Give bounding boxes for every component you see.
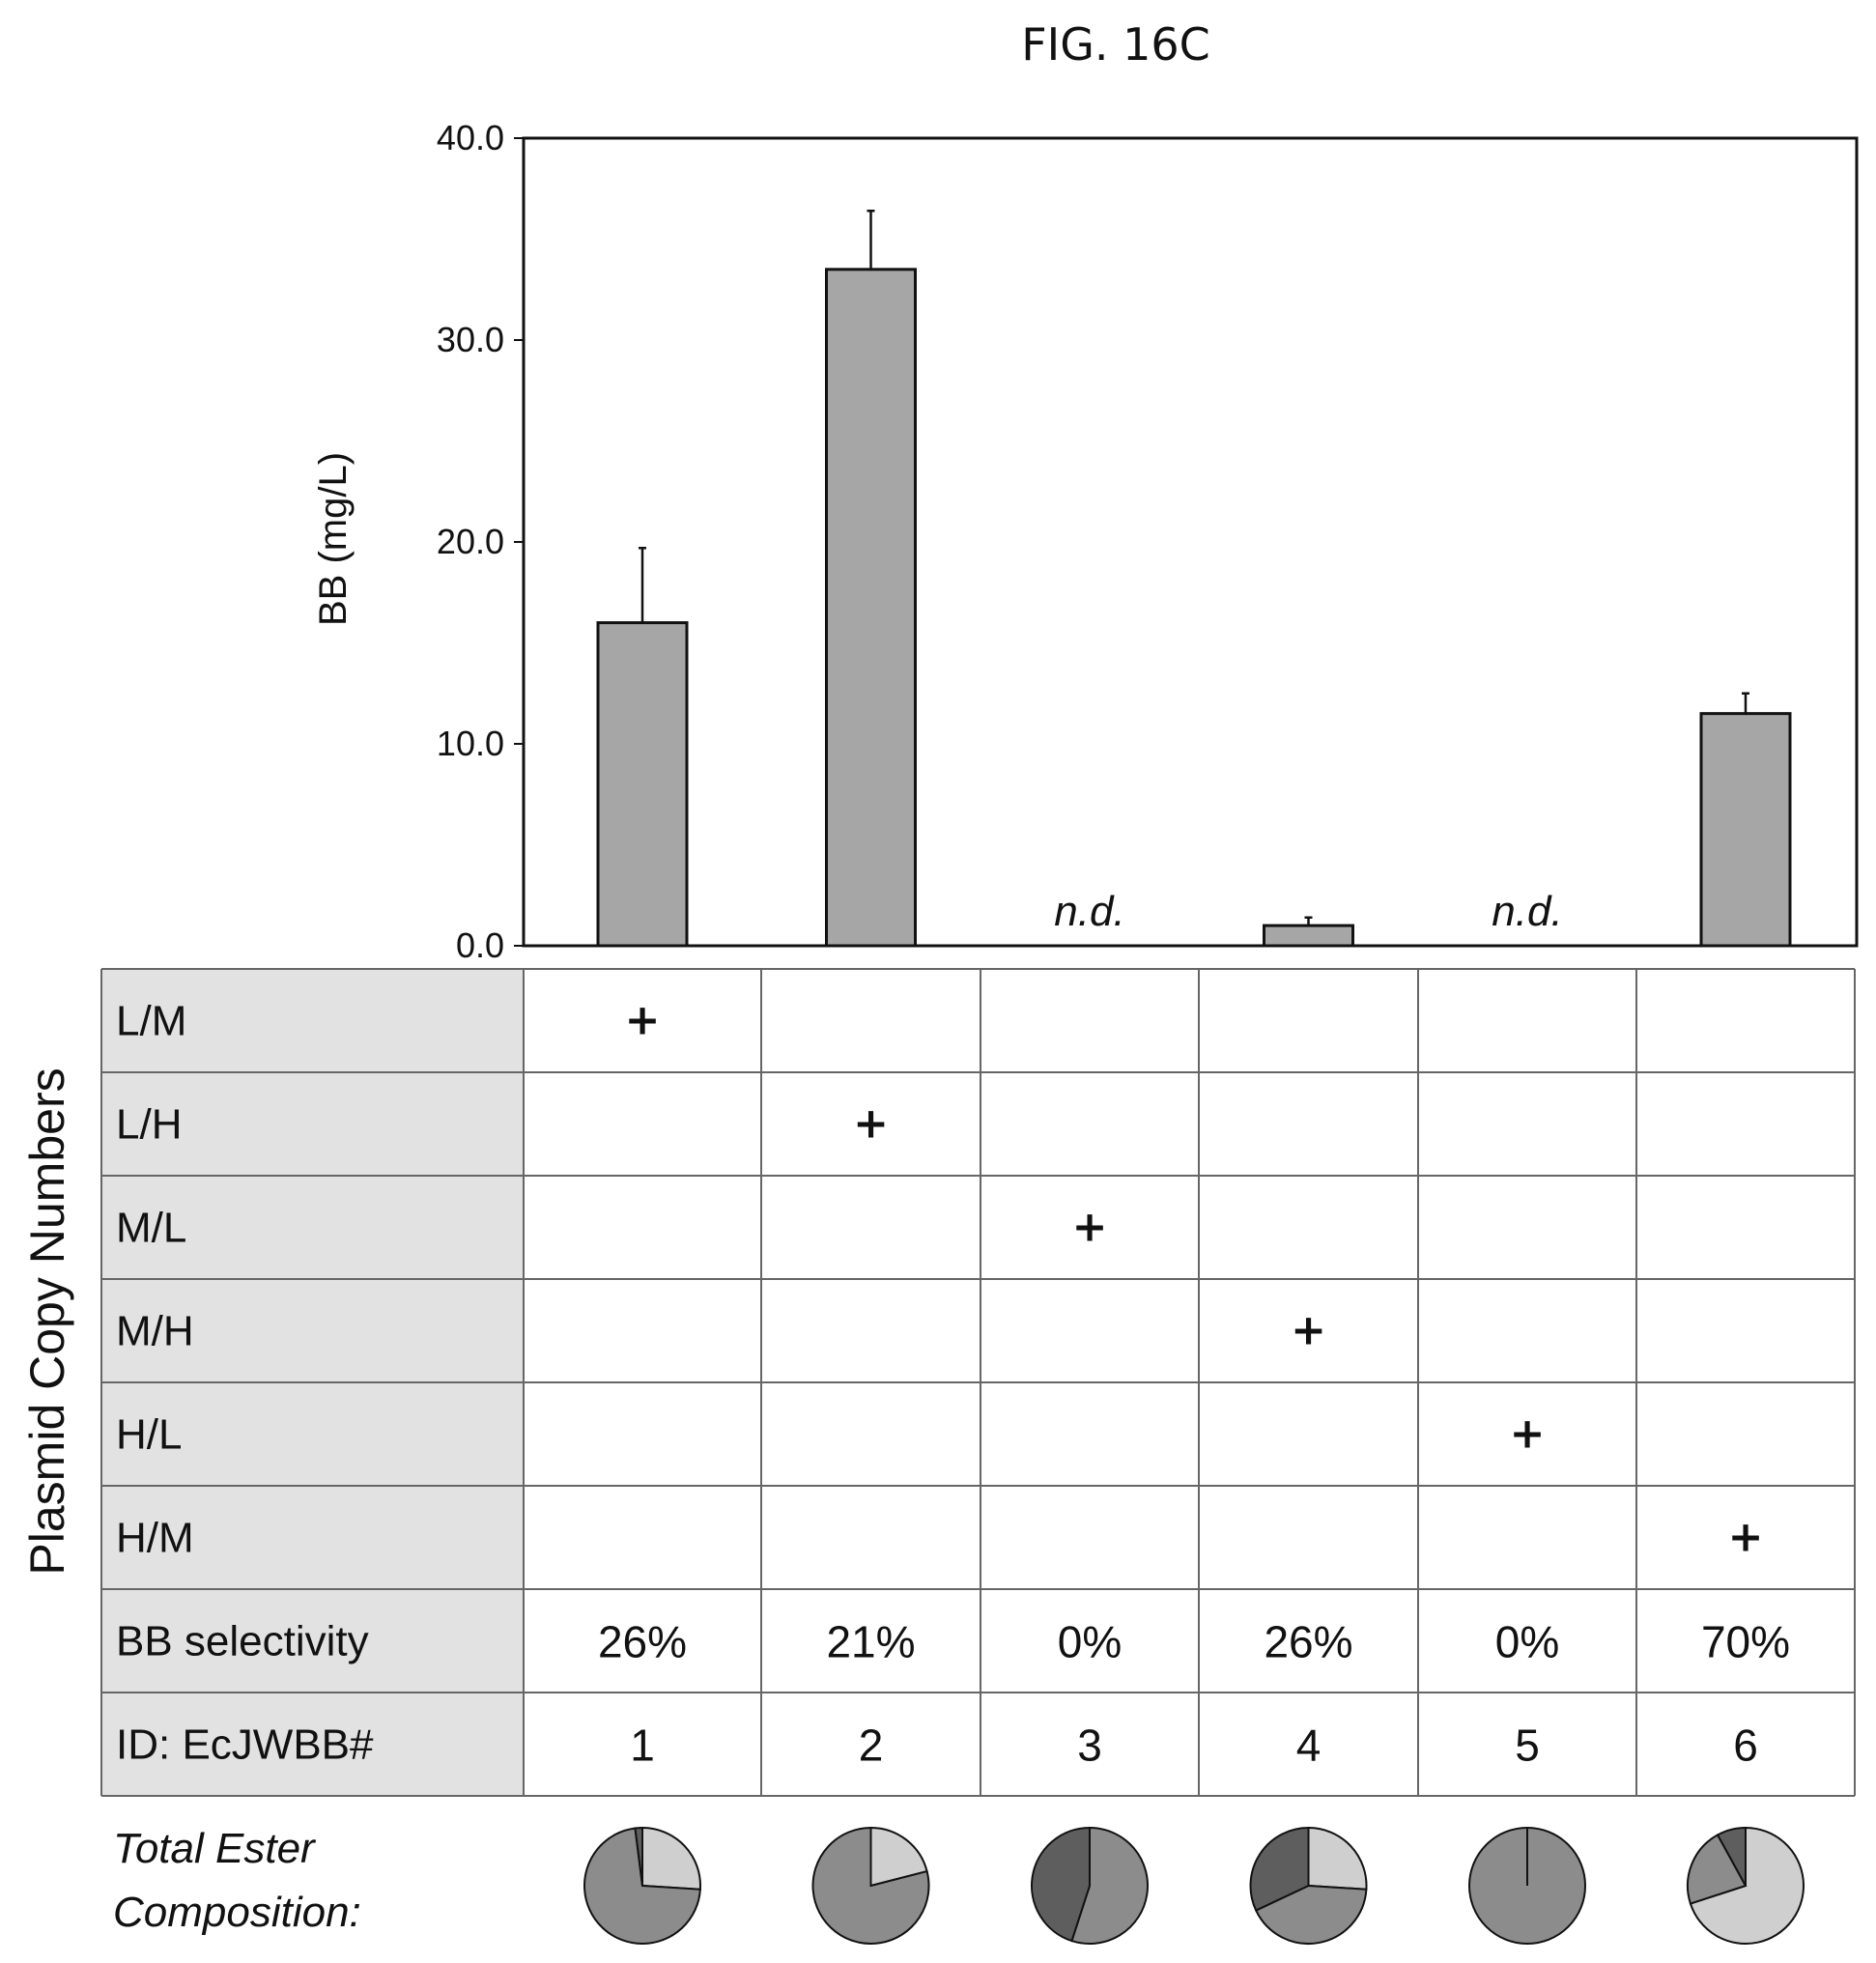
pie-slice [641,1826,701,1891]
composition-label-line1: Total Ester [113,1825,317,1872]
y-tick-label: 40.0 [437,118,504,157]
plus-mark: + [853,1099,889,1149]
plasmid-table: L/M +L/H +M/L +M/H +H/L +H/M +BB selectivity 26… [100,968,1856,1797]
y-tick-label: 0.0 [456,925,504,965]
bar [1699,712,1792,948]
pie-slice [1254,1884,1368,1945]
table-cell-value: 1 [630,1721,655,1771]
bar [825,268,917,948]
y-tick-label: 10.0 [437,724,504,763]
not-detected-label: n.d. [1492,888,1562,935]
row-label: H/M [116,1515,194,1562]
plus-mark: + [1072,1203,1108,1252]
plus-mark: + [1291,1306,1326,1355]
table-cell-value: 70% [1701,1617,1790,1667]
table-cell-value: 26% [1264,1617,1352,1667]
row-label: ID: EcJWBB# [116,1721,374,1769]
bars-group: n.d. n.d. [596,209,1792,948]
plus-mark: + [1728,1513,1764,1562]
pie-slice [1689,1826,1805,1945]
pie-slice [1249,1826,1310,1912]
table-cell-value: 26% [598,1617,687,1667]
plus-mark: + [1510,1409,1546,1459]
pie-slice [1687,1834,1748,1905]
table-side-label: Plasmid Copy Numbers [20,1067,74,1575]
table-cell-value: 0% [1495,1617,1559,1667]
pie-slice [811,1826,930,1945]
row-label: M/H [116,1308,194,1355]
y-tick-label: 20.0 [437,522,504,561]
pie-slice [1031,1826,1091,1943]
pie-slice [583,1827,701,1945]
table-cell-value: 2 [859,1721,884,1771]
row-label: H/L [116,1411,182,1459]
table-cell-value: 3 [1077,1721,1102,1771]
plus-mark: + [625,996,661,1045]
table-cell-value: 21% [826,1617,915,1667]
composition-label-line2: Composition: [113,1889,361,1936]
table-cell-value: 6 [1733,1721,1758,1771]
pie-slice [1716,1826,1747,1887]
table-cell-value: 0% [1058,1617,1122,1667]
y-axis-label: BB (mg/L) [312,452,355,626]
pie-slice [1070,1826,1150,1945]
bar [596,621,689,948]
chart-title: FIG. 16C [1021,18,1210,71]
table-cell-value: 5 [1515,1721,1540,1771]
y-axis-ticks: 0.0 10.0 20.0 30.0 40.0 [437,118,524,965]
pie-slice [634,1826,643,1887]
row-label: L/H [116,1101,182,1149]
bar [1263,924,1354,948]
row-label: L/M [116,998,186,1045]
composition-pies [583,1826,1805,1945]
not-detected-label: n.d. [1054,888,1124,935]
pie-slice [1307,1826,1368,1891]
plot-frame [522,136,1859,948]
y-tick-label: 30.0 [437,320,504,359]
row-label: BB selectivity [116,1618,369,1665]
row-label: M/L [116,1205,186,1252]
table-cell-value: 4 [1296,1721,1322,1771]
pie-slice [869,1826,928,1888]
